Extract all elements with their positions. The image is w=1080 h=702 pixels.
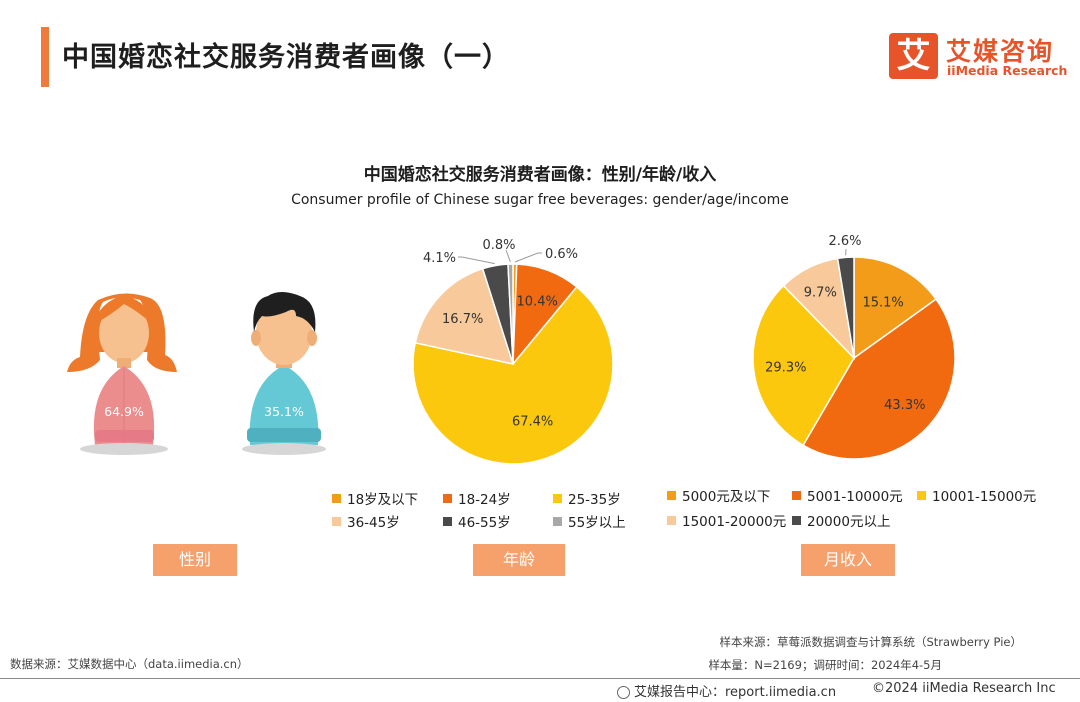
legend-label: 20000元以上 <box>807 514 891 530</box>
pie-slice-label: 16.7% <box>442 312 483 327</box>
legend-swatch <box>667 490 676 500</box>
age-pie-chart: 0.6% 10.4% 67.4% 16.7% 4.1% 0.8% <box>412 238 614 465</box>
legend-item: 36-45岁 <box>332 511 400 531</box>
page-title: 中国婚恋社交服务消费者画像（一） <box>62 42 510 73</box>
pie-slice-label: 2.6% <box>828 234 861 249</box>
legend-item: 5000元及以下 <box>667 485 770 505</box>
age-category-label: 年龄 <box>473 544 565 576</box>
footer-report-text: 艾媒报告中心：report.iimedia.cn <box>634 685 837 700</box>
male-figure-icon <box>242 292 326 455</box>
pie-slice <box>412 285 614 465</box>
brand-name-cn: 艾媒咨询 <box>946 37 1055 66</box>
sample-info: 样本量：N=2169；调研时间：2024年4-5月 <box>708 658 942 672</box>
legend-label: 15001-20000元 <box>682 514 787 530</box>
legend-item: 5001-10000元 <box>792 485 903 505</box>
pie-slice <box>507 263 514 365</box>
legend-item: 25-35岁 <box>553 488 621 508</box>
legend-label: 10001-15000元 <box>932 489 1037 505</box>
brand-name-en: iiMedia Research <box>947 63 1068 78</box>
pie-slice-label: 29.3% <box>765 360 806 375</box>
footer-divider <box>0 678 1080 679</box>
legend-label: 55岁以上 <box>568 515 626 531</box>
legend-label: 5000元及以下 <box>682 489 771 505</box>
leader-line <box>505 249 511 263</box>
legend-swatch <box>443 516 452 526</box>
legend-swatch <box>792 490 801 500</box>
pie-slice-label: 4.1% <box>423 251 456 266</box>
legend-label: 18岁及以下 <box>347 492 419 508</box>
income-legend: 5000元及以下 5001-10000元 10001-15000元 15001-… <box>667 485 1062 531</box>
pie-slice-label: 0.8% <box>482 238 515 253</box>
female-pct-label: 64.9% <box>104 404 144 419</box>
legend-swatch <box>917 490 926 500</box>
title-accent-bar <box>41 27 49 87</box>
leader-line <box>514 252 542 263</box>
legend-item: 46-55岁 <box>443 511 511 531</box>
leader-line <box>458 256 495 265</box>
pie-slice <box>414 267 515 366</box>
globe-icon <box>617 686 630 699</box>
male-pct-label: 35.1% <box>264 404 304 419</box>
gender-category-label: 性别 <box>153 544 237 576</box>
legend-swatch <box>792 515 801 525</box>
pie-slice <box>853 256 938 360</box>
income-pie-chart: 15.1% 43.3% 29.3% 9.7% 2.6% <box>752 234 956 460</box>
pie-slice-label: 15.1% <box>862 295 903 310</box>
legend-label: 25-35岁 <box>568 492 621 508</box>
legend-item: 18-24岁 <box>443 488 511 508</box>
chart-title: 中国婚恋社交服务消费者画像：性别/年龄/收入 <box>363 165 717 185</box>
pie-slice <box>836 256 855 359</box>
legend-label: 5001-10000元 <box>807 489 903 505</box>
legend-item: 15001-20000元 <box>667 510 786 530</box>
legend-item: 20000元以上 <box>792 510 890 530</box>
legend-swatch <box>553 493 562 503</box>
legend-item: 55岁以上 <box>553 511 626 531</box>
pie-slice-label: 43.3% <box>884 398 925 413</box>
sample-source: 样本来源：草莓派数据调查与计算系统（Strawberry Pie） <box>719 635 1022 649</box>
footer-report[interactable]: 艾媒报告中心：report.iimedia.cn <box>617 681 836 700</box>
legend-item: 10001-15000元 <box>917 485 1036 505</box>
age-legend: 18岁及以下 18-24岁 25-35岁 36-45岁 46-55岁 55岁以上 <box>332 488 642 534</box>
female-figure-icon <box>67 293 177 455</box>
pie-slice <box>802 298 956 460</box>
pie-slice-label: 10.4% <box>517 295 558 310</box>
footer-copyright: ©2024 iiMedia Research Inc <box>872 681 1056 696</box>
legend-label: 36-45岁 <box>347 515 400 531</box>
legend-swatch <box>667 515 676 525</box>
legend-item: 18岁及以下 <box>332 488 418 508</box>
pie-slice-label: 67.4% <box>512 415 553 430</box>
pie-slice-label: 0.6% <box>545 247 578 262</box>
legend-label: 18-24岁 <box>458 492 511 508</box>
pie-slice <box>752 284 855 447</box>
chart-subtitle: Consumer profile of Chinese sugar free b… <box>291 192 789 208</box>
income-category-label: 月收入 <box>801 544 895 576</box>
legend-swatch <box>553 516 562 526</box>
legend-label: 46-55岁 <box>458 515 511 531</box>
legend-swatch <box>332 516 341 526</box>
brand-logo-icon: 艾 <box>889 33 938 79</box>
legend-swatch <box>332 493 341 503</box>
legend-swatch <box>443 493 452 503</box>
data-source: 数据来源：艾媒数据中心（data.iimedia.cn） <box>10 657 249 671</box>
pie-slice-label: 9.7% <box>804 285 837 300</box>
